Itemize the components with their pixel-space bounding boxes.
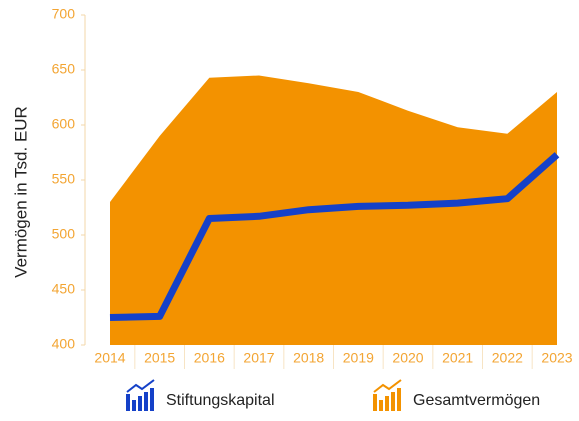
x-tick-label: 2020 xyxy=(392,350,423,366)
x-tick-label: 2022 xyxy=(492,350,523,366)
legend-label: Stiftungskapital xyxy=(166,392,275,409)
y-tick-label: 500 xyxy=(52,226,76,242)
y-tick-label: 650 xyxy=(52,61,76,77)
y-tick-label: 700 xyxy=(52,6,76,22)
y-axis-label: Vermögen in Tsd. EUR xyxy=(11,106,30,278)
legend-icon-1 xyxy=(126,379,155,411)
y-tick-label: 550 xyxy=(52,171,76,187)
x-tick-label: 2014 xyxy=(94,350,125,366)
legend-label: Gesamtvermögen xyxy=(413,392,540,409)
x-tick-label: 2018 xyxy=(293,350,324,366)
y-tick-label: 600 xyxy=(52,116,76,132)
x-tick-label: 2021 xyxy=(442,350,473,366)
x-tick-label: 2017 xyxy=(243,350,274,366)
y-tick-label: 450 xyxy=(52,281,76,297)
x-tick-label: 2015 xyxy=(144,350,175,366)
x-tick-label: 2023 xyxy=(541,350,572,366)
x-tick-label: 2016 xyxy=(194,350,225,366)
line xyxy=(109,152,560,321)
legend-icon-2 xyxy=(373,379,402,411)
x-tick-label: 2019 xyxy=(343,350,374,366)
y-tick-label: 400 xyxy=(52,336,76,352)
